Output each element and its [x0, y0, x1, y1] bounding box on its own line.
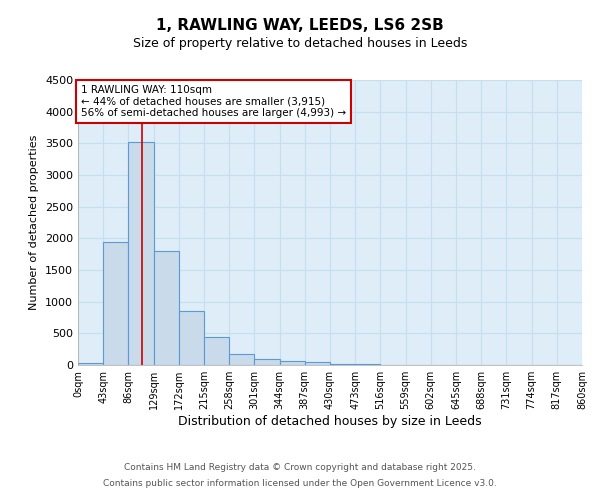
Bar	[103, 242, 128, 365]
Bar	[305, 362, 330, 365]
Bar	[355, 364, 380, 365]
Bar	[254, 358, 280, 365]
Text: Contains public sector information licensed under the Open Government Licence v3: Contains public sector information licen…	[103, 478, 497, 488]
Bar	[229, 354, 254, 365]
Bar	[204, 336, 229, 365]
X-axis label: Distribution of detached houses by size in Leeds: Distribution of detached houses by size …	[178, 415, 482, 428]
Text: 1, RAWLING WAY, LEEDS, LS6 2SB: 1, RAWLING WAY, LEEDS, LS6 2SB	[156, 18, 444, 32]
Bar	[280, 361, 305, 365]
Bar	[128, 142, 154, 365]
Bar	[179, 310, 204, 365]
Bar	[330, 364, 355, 365]
Bar	[154, 251, 179, 365]
Bar	[78, 363, 103, 365]
Text: Size of property relative to detached houses in Leeds: Size of property relative to detached ho…	[133, 38, 467, 51]
Y-axis label: Number of detached properties: Number of detached properties	[29, 135, 40, 310]
Text: 1 RAWLING WAY: 110sqm
← 44% of detached houses are smaller (3,915)
56% of semi-d: 1 RAWLING WAY: 110sqm ← 44% of detached …	[81, 85, 346, 118]
Text: Contains HM Land Registry data © Crown copyright and database right 2025.: Contains HM Land Registry data © Crown c…	[124, 464, 476, 472]
